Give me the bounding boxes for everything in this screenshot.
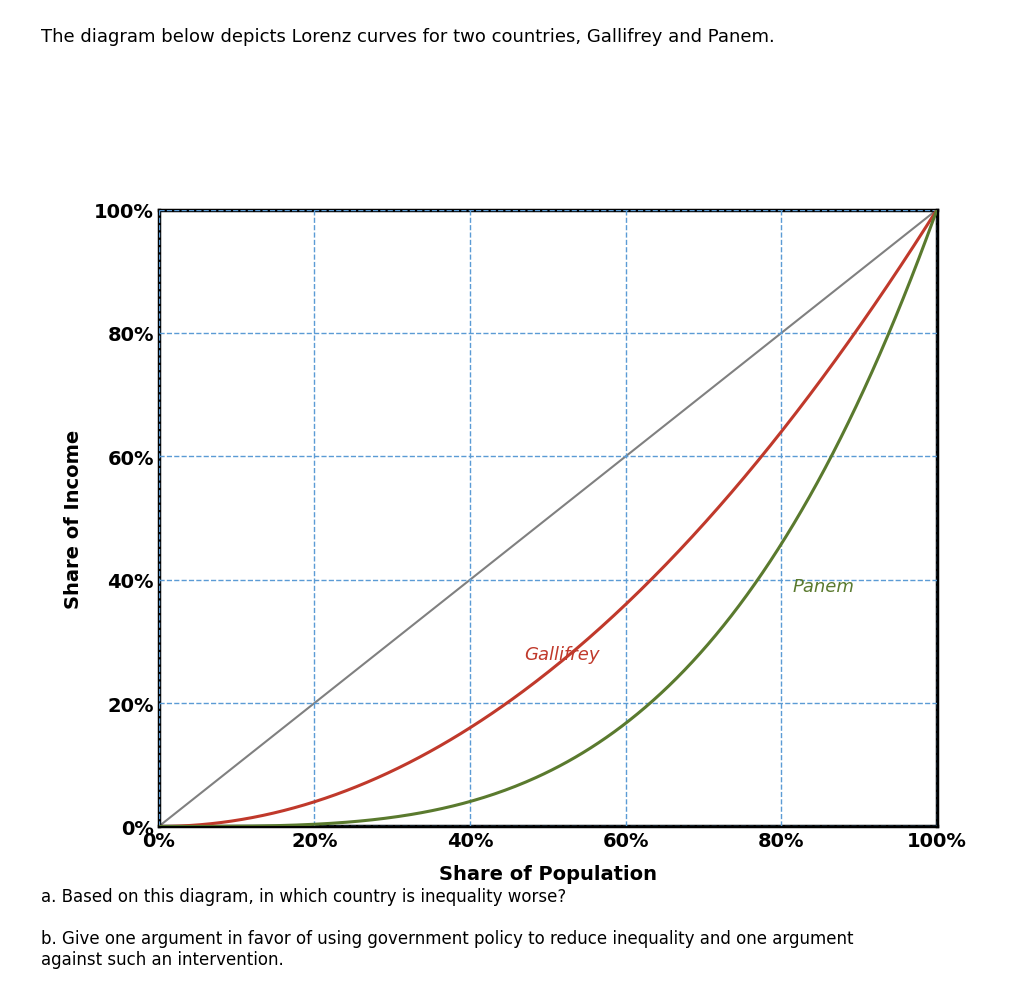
Text: b. Give one argument in favor of using government policy to reduce inequality an: b. Give one argument in favor of using g… [41,929,853,968]
Text: a. Based on this diagram, in which country is inequality worse?: a. Based on this diagram, in which count… [41,887,566,905]
Text: The diagram below depicts Lorenz curves for two countries, Gallifrey and Panem.: The diagram below depicts Lorenz curves … [41,28,775,46]
Text: Gallifrey: Gallifrey [524,645,600,663]
X-axis label: Share of Population: Share of Population [439,865,656,884]
Y-axis label: Share of Income: Share of Income [63,429,83,608]
Text: Panem: Panem [793,577,855,595]
